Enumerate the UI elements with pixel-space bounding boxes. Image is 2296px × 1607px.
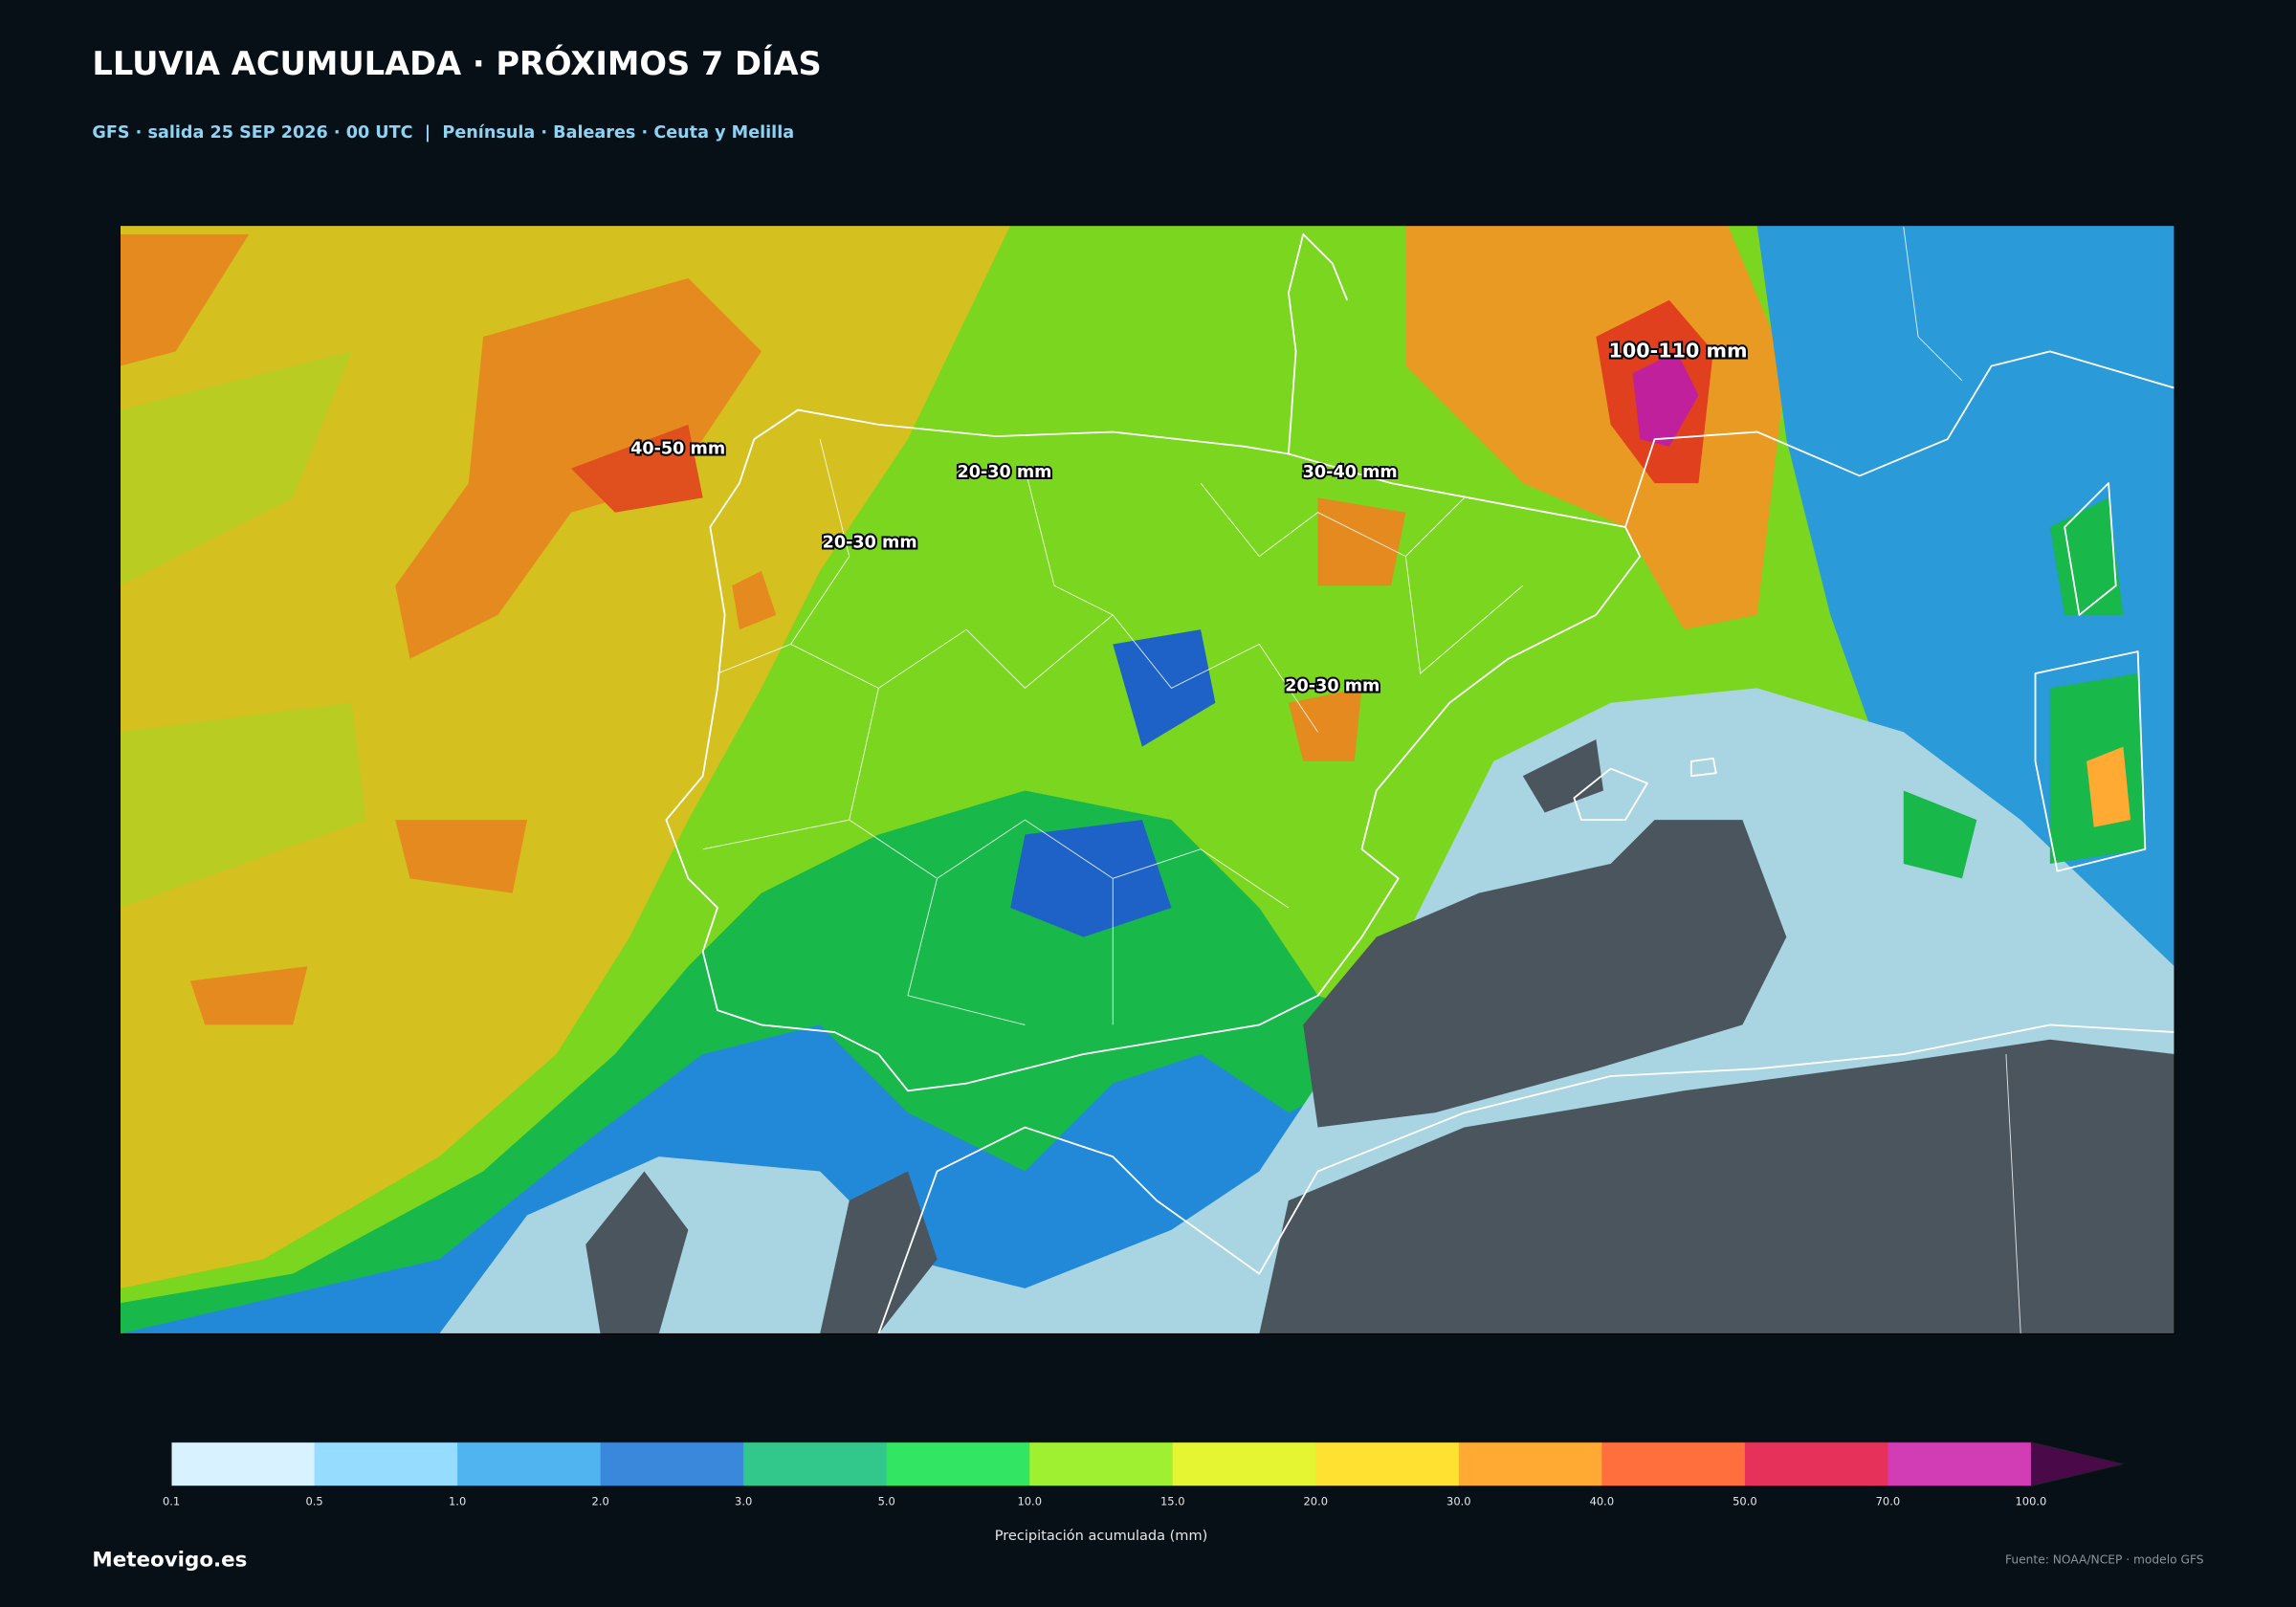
colorbar-tick-label: 1.0 [449, 1494, 466, 1508]
colorbar: 0.1 0.5 1.0 2.0 3.0 5.0 10.0 15.0 20.0 30.0 40.0 50… [163, 1442, 2124, 1508]
map: 40-50 mm 20-30 mm 20-30 mm 30-40 mm 20-3… [120, 225, 2175, 1334]
colorbar-tick-label: 5.0 [878, 1494, 895, 1508]
colorbar-tick-label: 0.5 [305, 1494, 322, 1508]
annotation: 20-30 mm [823, 533, 917, 552]
colorbar-outline [170, 1442, 2124, 1487]
colorbar-segment [1601, 1442, 1746, 1486]
colorbar-segment [457, 1442, 602, 1486]
brand: Meteovigo.es [92, 1549, 247, 1573]
colorbar-tick-label: 70.0 [1876, 1494, 1901, 1508]
colorbar-segment [1458, 1442, 1602, 1486]
colorbar-segment [314, 1442, 458, 1486]
annotation: 20-30 mm [957, 463, 1051, 482]
colorbar-tick-label: 10.0 [1017, 1494, 1042, 1508]
colorbar-tick-label: 0.1 [163, 1494, 180, 1508]
colorbar-tick-label: 3.0 [735, 1494, 752, 1508]
colorbar-label: Precipitación acumulada (mm) [995, 1529, 1208, 1544]
field-lime [120, 351, 366, 908]
colorbar-segment [600, 1442, 744, 1486]
colorbar-tick-label: 2.0 [592, 1494, 609, 1508]
annotation: 30-40 mm [1303, 463, 1398, 482]
coastline-iberia [665, 232, 1642, 1092]
colorbar-segment [1888, 1442, 2032, 1486]
field-local-max [732, 497, 1406, 761]
colorbar-segment [886, 1442, 1030, 1486]
annotation: 20-30 mm [1285, 676, 1380, 695]
map-frame [120, 225, 2175, 1334]
field-islands [1903, 497, 2146, 879]
borders [702, 227, 2021, 1334]
colorbar-segment [171, 1442, 316, 1486]
colorbar-tick-label: 50.0 [1733, 1494, 1757, 1508]
field-orange [120, 233, 762, 1025]
title: LLUVIA ACUMULADA · PRÓXIMOS 7 DÍAS [92, 44, 821, 82]
field-islands-core [2086, 746, 2131, 827]
field-magenta [1632, 351, 1699, 447]
source: Fuente: NOAA/NCEP · modelo GFS [2005, 1553, 2204, 1567]
annotation: 40-50 mm [630, 439, 725, 458]
field-blue-core [1010, 629, 1216, 937]
colorbar-extend [2030, 1442, 2124, 1486]
colorbar-segment [1744, 1442, 1888, 1486]
colorbar-tick-label: 20.0 [1304, 1494, 1329, 1508]
colorbar-segment [743, 1442, 888, 1486]
colorbar-segment [1172, 1442, 1316, 1486]
coastline [877, 350, 2175, 1334]
field-red [570, 424, 703, 513]
colorbar-tick-label: 15.0 [1160, 1494, 1185, 1508]
colorbar-tick-label: 30.0 [1446, 1494, 1471, 1508]
colorbar-segment [1315, 1442, 1460, 1486]
layout: LLUVIA ACUMULADA · PRÓXIMOS 7 DÍAS GFS ·… [92, 44, 2203, 1573]
colorbar-segment [1029, 1442, 1174, 1486]
subtitle: GFS · salida 25 SEP 2026 · 00 UTC | Pení… [92, 123, 794, 143]
colorbar-tick-label: 40.0 [1590, 1494, 1615, 1508]
colorbar-tick-label: 100.0 [2016, 1494, 2047, 1508]
annotation: 100-110 mm [1609, 339, 1748, 362]
field-land-dry [585, 738, 2175, 1334]
